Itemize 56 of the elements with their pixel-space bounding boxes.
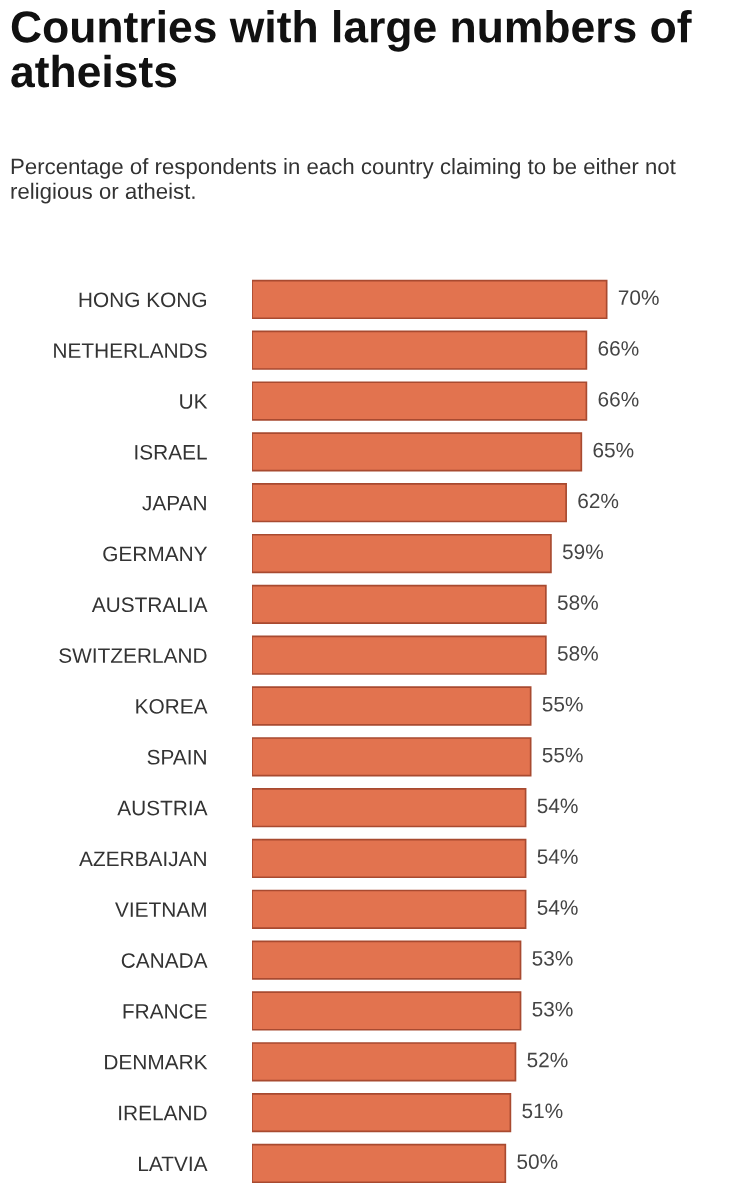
y-tick-label: AZERBAIJAN (79, 851, 206, 867)
bar (252, 940, 522, 980)
data-label: 62% (578, 493, 619, 509)
bar (252, 1042, 517, 1082)
y-tick-label: JAPAN (142, 495, 206, 511)
data-label: 55% (542, 747, 583, 763)
y-tick-label: AUSTRIA (117, 800, 208, 816)
y-tick-label: DENMARK (105, 1054, 208, 1070)
y-tick-label: IRELAND (119, 1105, 207, 1121)
data-label: 54% (537, 849, 578, 865)
y-tick-label: SPAIN (147, 749, 206, 765)
data-label: 54% (537, 900, 578, 915)
bar (252, 584, 547, 624)
y-tick-label: KOREA (136, 699, 208, 714)
bar (252, 279, 608, 320)
bar (252, 381, 588, 421)
y-tick-label: HONG KONG (79, 292, 206, 308)
y-tick-label: ISRAEL (135, 444, 207, 460)
data-label: 55% (542, 696, 583, 712)
data-label: 66% (598, 391, 639, 407)
y-tick-label: NETHERLANDS (54, 343, 207, 358)
y-tick-label: AUSTRALIA (91, 597, 208, 613)
data-label: 70% (618, 290, 659, 305)
data-label: 53% (532, 1001, 573, 1017)
data-label: 53% (532, 950, 573, 966)
data-label: 65% (593, 442, 634, 458)
bar (252, 330, 588, 370)
data-label: 50% (517, 1154, 558, 1170)
data-label: 54% (537, 798, 578, 814)
bar (252, 483, 567, 523)
y-tick-label: VIETNAM (115, 902, 206, 917)
bar (252, 533, 552, 574)
bar (252, 788, 527, 828)
chart-subtitle: Percentage of respondents in each country claiming to be either not religious or atheist. (11, 158, 676, 204)
data-label: 51% (522, 1103, 563, 1119)
bar (252, 1143, 507, 1184)
data-label: 66% (598, 341, 639, 356)
bar (252, 432, 583, 472)
data-label: 52% (527, 1052, 568, 1068)
bar (252, 1092, 512, 1133)
bar (252, 889, 527, 929)
bar (252, 686, 532, 726)
chart-title: Countries with large numbers of atheists (11, 10, 692, 88)
y-tick-label: UK (180, 394, 208, 409)
y-tick-label: LATVIA (139, 1156, 208, 1171)
data-label: 58% (557, 595, 598, 610)
y-tick-label: FRANCE (123, 1003, 207, 1019)
y-tick-label: GERMANY (103, 546, 208, 562)
bar (252, 991, 522, 1031)
bar (252, 737, 532, 777)
y-tick-label: SWITZERLAND (59, 648, 207, 663)
bar (252, 635, 547, 675)
data-label: 58% (557, 646, 598, 661)
y-tick-label: CANADA (121, 953, 208, 968)
data-label: 59% (562, 544, 603, 560)
bar (252, 838, 527, 879)
